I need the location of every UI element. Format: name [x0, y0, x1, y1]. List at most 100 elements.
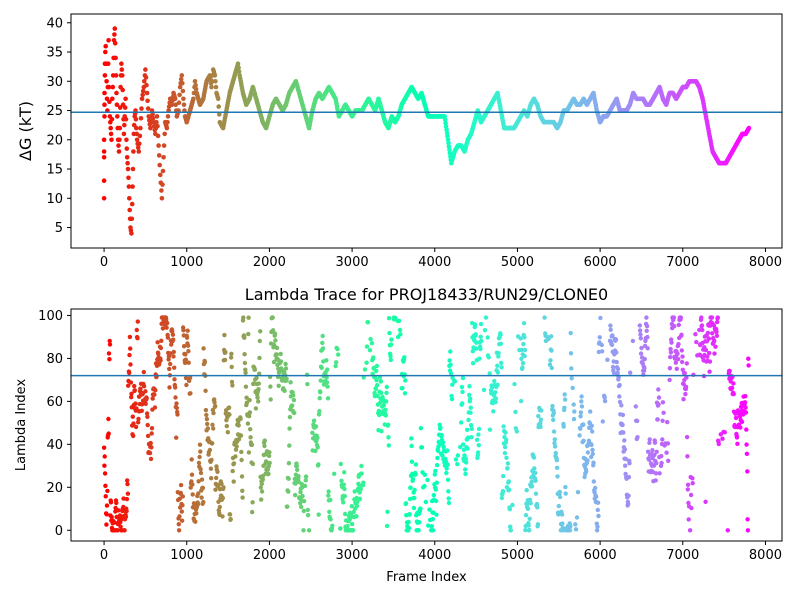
lambda-point [529, 484, 535, 489]
lambda-point [305, 381, 310, 387]
lambda-point [502, 450, 508, 456]
lambda-point [491, 409, 496, 414]
lambda-point [672, 324, 677, 329]
lambda-point [549, 365, 554, 371]
lambda-point [116, 508, 121, 513]
lambda-y-axis-label: Lambda Index [14, 379, 29, 472]
lambda-point [710, 331, 715, 336]
lambda-point [614, 350, 619, 355]
y-tick-label: 60 [46, 395, 63, 410]
lambda-point [103, 494, 108, 499]
lambda-point [487, 371, 492, 376]
lambda-point [475, 450, 481, 455]
lambda-point [267, 450, 272, 455]
lambda-point [679, 359, 685, 365]
lambda-point [141, 384, 147, 389]
lambda-point [388, 354, 393, 359]
dg-point [127, 196, 132, 201]
lambda-point [595, 524, 600, 529]
lambda-point [548, 358, 553, 363]
lambda-point [417, 520, 422, 525]
lambda-point [227, 512, 233, 517]
lambda-point [668, 350, 674, 355]
lambda-point [250, 500, 255, 505]
lambda-point [615, 366, 621, 372]
lambda-point [388, 357, 393, 363]
lambda-point [338, 526, 343, 531]
lambda-point [656, 402, 661, 407]
x-tick-label: 5000 [501, 255, 534, 270]
lambda-point [595, 500, 601, 505]
lambda-point [274, 352, 279, 357]
lambda-point [342, 470, 347, 475]
dg-point [134, 125, 139, 131]
lambda-point [493, 390, 498, 395]
lambda-point [492, 378, 497, 384]
lambda-point [259, 497, 264, 502]
lambda-point [547, 362, 553, 367]
lambda-point [568, 523, 573, 529]
x-tick-label: 7000 [666, 255, 699, 270]
dg-point [169, 102, 175, 107]
dg-point [181, 102, 187, 107]
lambda-point [367, 348, 373, 353]
lambda-point [473, 332, 478, 337]
lambda-point [239, 474, 245, 479]
lambda-point [185, 343, 191, 348]
lambda-point [250, 509, 255, 515]
lambda-point [406, 519, 411, 525]
lambda-point [248, 435, 253, 440]
lambda-point [409, 443, 414, 449]
lambda-point [305, 507, 310, 513]
lambda-point [579, 404, 585, 409]
lambda-point [351, 509, 356, 515]
lambda-point [524, 488, 529, 493]
dg-point [180, 80, 185, 86]
lambda-point [374, 378, 379, 383]
lambda-point [215, 469, 220, 474]
lambda-point [233, 454, 238, 459]
lambda-point [591, 460, 596, 465]
lambda-point [506, 479, 511, 484]
lambda-point [303, 478, 308, 483]
lambda-point [743, 410, 749, 415]
lambda-point [711, 323, 717, 328]
lambda-point [552, 444, 558, 449]
lambda-point [526, 523, 531, 528]
lambda-point [345, 523, 350, 529]
lambda-point [333, 363, 338, 369]
x-tick-label: 0 [100, 255, 108, 270]
lambda-point [200, 485, 206, 491]
dg-point [442, 117, 448, 122]
lambda-point [571, 402, 576, 407]
lambda-point [194, 511, 199, 516]
dg-point [160, 168, 166, 174]
lambda-point [287, 414, 293, 420]
lambda-point [374, 363, 380, 369]
lambda-point [590, 451, 595, 457]
lambda-point [172, 365, 177, 370]
lambda-point [189, 472, 195, 477]
lambda-point [290, 403, 295, 408]
dg-point [122, 105, 128, 110]
lambda-point [150, 396, 155, 401]
lambda-chart-title: Lambda Trace for PROJ18433/RUN29/CLONE0 [245, 285, 608, 304]
dg-point [235, 61, 241, 66]
dg-point [126, 175, 131, 181]
lambda-point [676, 322, 681, 328]
lambda-point [660, 400, 666, 405]
dg-point [102, 73, 108, 78]
lambda-point [533, 478, 538, 483]
lambda-point [433, 498, 439, 504]
lambda-point [529, 479, 534, 485]
lambda-point [227, 412, 232, 417]
lambda-point [504, 455, 509, 460]
lambda-point [339, 478, 344, 483]
lambda-point [644, 323, 650, 329]
dg-point [161, 143, 167, 148]
lambda-point [585, 450, 591, 455]
dg-point [236, 69, 242, 74]
lambda-point [181, 344, 187, 349]
lambda-point [591, 479, 596, 484]
lambda-point [440, 440, 446, 445]
